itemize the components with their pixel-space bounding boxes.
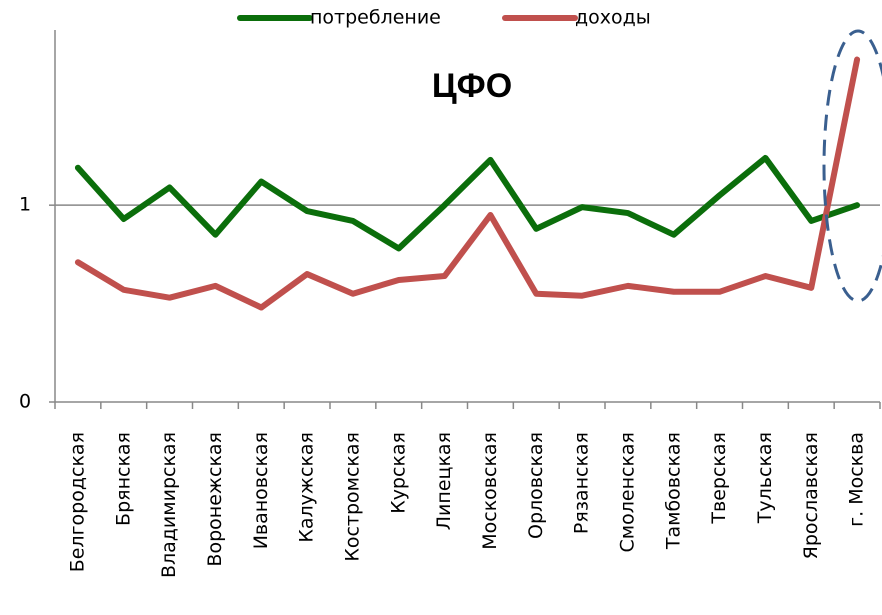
x-tick-label: Воронежская [204,432,226,567]
x-tick-label: г. Москва [846,432,868,527]
x-tick-label: Калужская [296,432,318,543]
y-tick-label: 0 [19,391,31,413]
x-tick-label: Белгородская [66,432,88,572]
highlight-ellipse [822,29,882,303]
x-tick-label: Ивановская [250,432,272,549]
legend-label: доходы [575,7,651,29]
x-tick-label: Тульская [754,432,776,524]
x-tick-label: Московская [479,432,501,550]
x-tick-label: Тверская [708,432,730,525]
legend-label: потребление [310,7,441,29]
x-tick-label: Рязанская [571,432,593,534]
x-tick-label: Тамбовская [662,432,684,550]
x-tick-label: Смоленская [616,432,638,552]
x-tick-label: Курская [387,432,409,514]
x-tick-label: Ярославская [800,432,822,559]
chart-title: ЦФО [432,67,512,105]
x-tick-label: Липецкая [433,432,455,530]
x-tick-label: Костромская [341,432,363,562]
series-line [74,56,861,311]
y-tick-label: 1 [19,194,31,216]
series-line [74,154,861,252]
x-tick-label: Брянская [112,432,134,526]
x-tick-label: Орловская [525,432,547,539]
x-tick-label: Владимирская [158,432,180,578]
